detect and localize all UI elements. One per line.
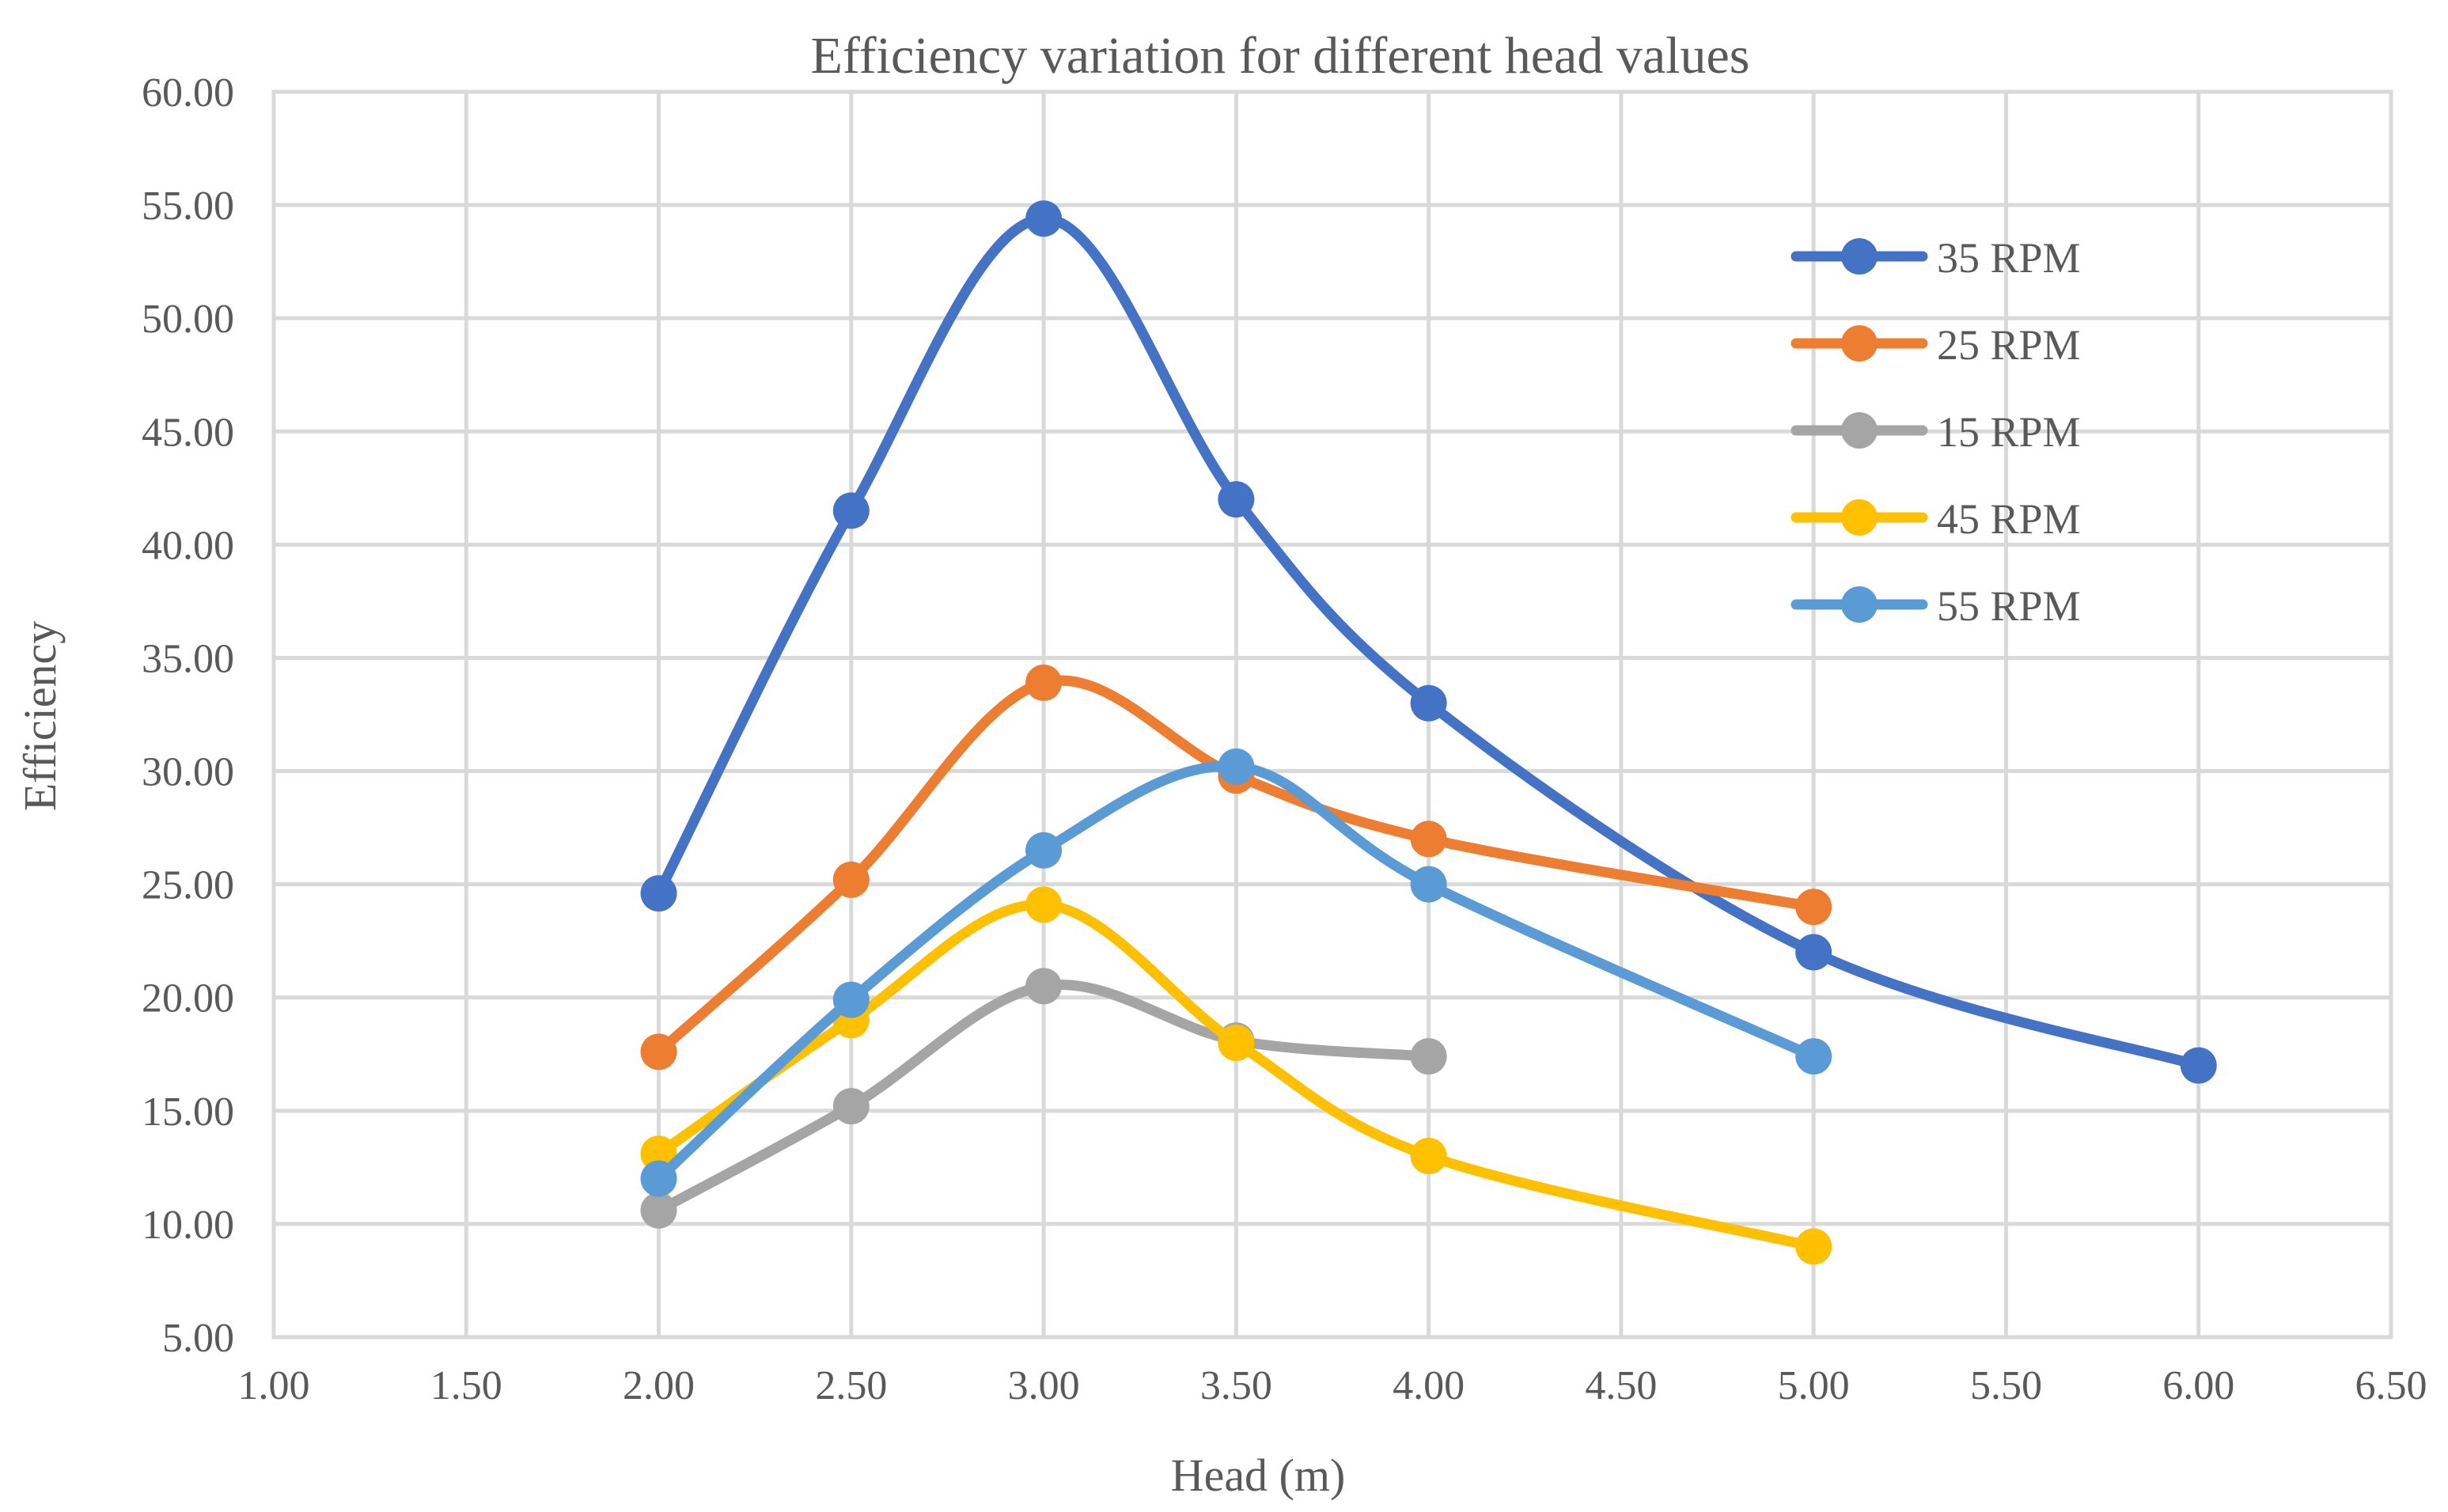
y-tick-label: 55.00 (142, 184, 234, 229)
data-point (1795, 1038, 1832, 1075)
y-tick-label: 40.00 (142, 523, 234, 568)
y-tick-label: 35.00 (142, 636, 234, 681)
legend-item: 15 RPM (1791, 408, 2081, 456)
data-point (1795, 1228, 1832, 1265)
data-point (1025, 968, 1063, 1005)
data-point (1218, 481, 1255, 518)
plot-area-border (271, 89, 2393, 1340)
legend-label: 25 RPM (1937, 321, 2081, 369)
legend-label: 45 RPM (1937, 495, 2081, 543)
x-tick-label: 5.00 (1778, 1363, 1850, 1408)
data-point (1410, 820, 1447, 858)
chart-title: Efficiency variation for different head … (811, 27, 1750, 85)
data-point (832, 492, 870, 529)
data-point (1410, 866, 1447, 903)
y-tick-label: 10.00 (142, 1203, 234, 1248)
data-point (1025, 832, 1063, 869)
y-tick-label: 25.00 (142, 863, 234, 908)
x-tick-label: 4.00 (1393, 1363, 1465, 1408)
data-point (2180, 1047, 2217, 1084)
y-axis-tick-labels: 5.00 10.00 15.00 20.00 25.00 30.00 35.00 40.00 4… (142, 70, 234, 1361)
legend-marker (1841, 325, 1878, 362)
data-point (832, 1088, 870, 1125)
y-tick-label: 30.00 (142, 750, 234, 795)
legend-item: 55 RPM (1791, 582, 2081, 630)
data-point (1410, 1038, 1447, 1075)
x-tick-label: 6.00 (2162, 1363, 2234, 1408)
data-point (832, 981, 870, 1018)
y-tick-label: 50.00 (142, 297, 234, 342)
y-tick-label: 20.00 (142, 976, 234, 1021)
legend-item: 25 RPM (1791, 321, 2081, 369)
legend-item: 45 RPM (1791, 495, 2081, 543)
x-tick-label: 4.50 (1585, 1363, 1657, 1408)
x-tick-label: 3.50 (1200, 1363, 1272, 1408)
x-tick-label: 2.00 (623, 1363, 695, 1408)
x-tick-label: 6.50 (2355, 1363, 2427, 1408)
series-line (654, 760, 1819, 1184)
data-point (1795, 889, 1832, 926)
x-tick-label: 1.50 (430, 1363, 502, 1408)
legend-label: 55 RPM (1937, 582, 2081, 630)
legend-item: 35 RPM (1791, 234, 2081, 282)
data-point (640, 1033, 677, 1071)
data-point (1218, 748, 1255, 785)
legend: 35 RPM 25 RPM 15 RPM 45 RPM 55 RPM (1791, 234, 2081, 630)
series-line (654, 899, 1819, 1252)
series-55-rpm (640, 748, 1832, 1197)
y-tick-label: 5.00 (162, 1316, 234, 1361)
legend-marker (1841, 238, 1878, 275)
data-point (1410, 684, 1447, 722)
y-axis-title: Efficiency (14, 621, 66, 811)
x-tick-label: 5.50 (1970, 1363, 2042, 1408)
legend-marker (1841, 586, 1878, 623)
y-tick-label: 45.00 (142, 410, 234, 455)
data-point (1410, 1138, 1447, 1175)
y-tick-label: 15.00 (142, 1089, 234, 1135)
x-tick-label: 3.00 (1008, 1363, 1080, 1408)
data-point (640, 1135, 677, 1173)
data-point (1218, 1024, 1255, 1061)
data-point (1025, 200, 1063, 237)
data-point (1795, 934, 1832, 971)
data-point (640, 1160, 677, 1197)
x-tick-label: 1.00 (238, 1363, 310, 1408)
series-35-rpm (640, 200, 2217, 1084)
data-point (1025, 886, 1063, 923)
y-tick-label: 60.00 (142, 70, 234, 116)
data-point (832, 861, 870, 898)
x-tick-label: 2.50 (815, 1363, 887, 1408)
data-point (640, 875, 677, 912)
series-line (654, 675, 1819, 1057)
x-axis-tick-labels: 1.00 1.50 2.00 2.50 3.00 3.50 4.00 4.50 5.00 5.50… (238, 1363, 2427, 1408)
legend-label: 15 RPM (1937, 408, 2081, 456)
legend-label: 35 RPM (1937, 234, 2081, 282)
data-point (1025, 664, 1063, 701)
legend-marker (1841, 412, 1878, 449)
data-point (640, 1192, 677, 1229)
series-layer (640, 200, 2217, 1265)
legend-marker (1841, 499, 1878, 536)
x-axis-title: Head (m) (1171, 1449, 1346, 1501)
